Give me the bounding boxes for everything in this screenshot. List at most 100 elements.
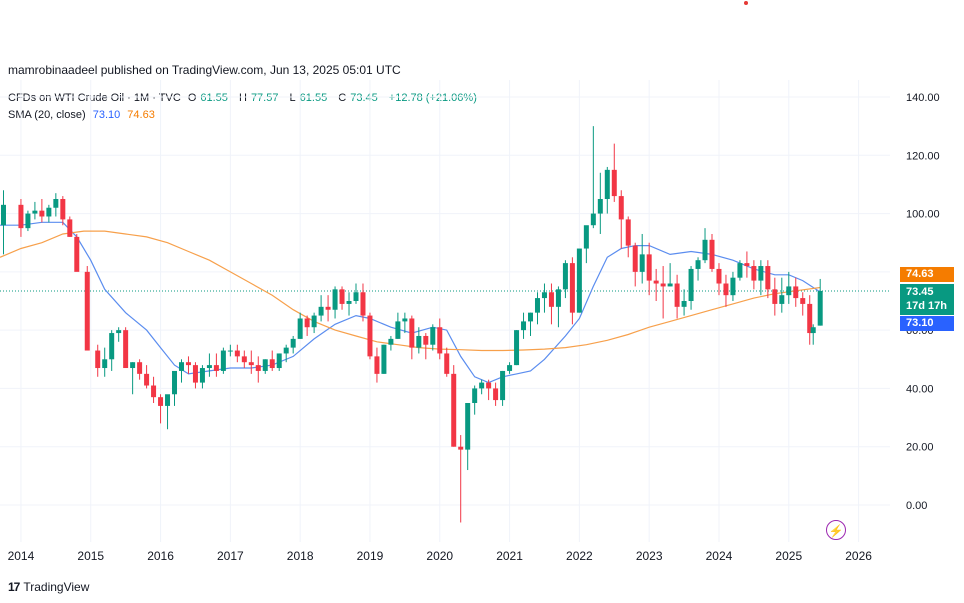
x-tick-label: 2024 [706, 549, 733, 563]
candle-body [402, 318, 408, 322]
candle-body [18, 204, 24, 229]
x-tick-label: 2016 [147, 549, 174, 563]
candle-body [562, 263, 568, 290]
candle-body [25, 213, 31, 229]
sma-fast-line [0, 221, 821, 384]
candle-body [53, 199, 59, 208]
candle-body [528, 312, 534, 322]
candle-body [451, 373, 457, 447]
candle-body [172, 370, 178, 395]
candle-body [339, 289, 345, 304]
candle-body [311, 315, 317, 328]
candle-body [486, 382, 492, 389]
candle-body [688, 268, 694, 301]
x-tick-label: 2014 [8, 549, 35, 563]
candle-body [786, 286, 792, 296]
chart-legend: CFDs on WTI Crude Oil · 1M · TVC O 61.55 … [8, 90, 481, 124]
x-tick-label: 2022 [566, 549, 593, 563]
candle-body [810, 327, 816, 334]
candle-body [241, 356, 247, 363]
candle-body [458, 446, 464, 450]
candle-body [521, 321, 527, 331]
candle-body [751, 266, 757, 281]
candle-body [653, 280, 659, 284]
x-tick-label: 2015 [77, 549, 104, 563]
candle-body [583, 225, 589, 249]
candle-body [772, 289, 778, 304]
candle-body [388, 338, 394, 345]
candle-body [479, 382, 485, 389]
sma-slow-line [0, 230, 821, 352]
candle-body [667, 283, 673, 287]
candle-body [116, 330, 122, 334]
candle-body [590, 213, 596, 226]
candle-body [716, 268, 722, 284]
candle-body [255, 365, 261, 371]
ohlc-low: L 61.55 [289, 92, 328, 104]
candle-body [318, 306, 324, 316]
candle-body [346, 301, 352, 304]
candle-body [130, 362, 136, 369]
candle-body [234, 350, 240, 357]
candle-body [137, 362, 143, 374]
candle-body [269, 359, 275, 369]
candle-body [744, 263, 750, 267]
candle-body [493, 388, 499, 401]
candle-body [151, 385, 157, 398]
candle-body [60, 199, 66, 220]
candle-body [465, 403, 471, 450]
y-tick-label: 100.00 [906, 209, 940, 221]
x-tick-label: 2023 [636, 549, 663, 563]
notification-dot [744, 1, 748, 5]
sma-label[interactable]: SMA (20, close) [8, 109, 86, 121]
candle-body [297, 318, 303, 339]
x-tick-label: 2018 [287, 549, 314, 563]
x-tick-label: 2021 [496, 549, 523, 563]
ohlc-close: C 73.45 [338, 92, 378, 104]
candle-body [192, 365, 198, 383]
candle-body [220, 350, 226, 371]
candle-body [534, 298, 540, 313]
candle-body [646, 254, 652, 281]
candle-body [807, 303, 813, 334]
candle-body [381, 344, 387, 374]
candle-body [437, 327, 443, 354]
footer-brand[interactable]: 17 TradingView [8, 580, 89, 594]
brand-name: TradingView [23, 580, 90, 594]
candle-body [360, 292, 366, 316]
x-tick-label: 2017 [217, 549, 244, 563]
candle-body [674, 283, 680, 307]
candle-body [681, 301, 687, 307]
candle-body [144, 373, 150, 386]
candle-body [569, 263, 575, 313]
x-tick-label: 2019 [357, 549, 384, 563]
candle-body [444, 353, 450, 374]
bar-countdown: 17d 17h [906, 300, 947, 312]
candle-body [290, 338, 296, 348]
candle-body [548, 292, 554, 307]
symbol-label[interactable]: CFDs on WTI Crude Oil · 1M · TVC [8, 92, 181, 104]
lightning-icon[interactable]: ⚡ [826, 520, 846, 540]
candle-body [472, 388, 478, 403]
candle-body [695, 260, 701, 269]
candle-body [325, 306, 331, 310]
candle-body [416, 335, 422, 348]
candle-body [625, 219, 631, 246]
candle-body [109, 333, 115, 360]
ohlc-high: H 77.57 [238, 92, 279, 104]
y-tick-label: 120.00 [906, 150, 940, 162]
sma-row: SMA (20, close) 73.10 74.63 [8, 107, 481, 124]
candle-body [206, 365, 212, 369]
x-tick-label: 2026 [845, 549, 872, 563]
candle-body [283, 347, 289, 354]
candle-body [39, 210, 45, 217]
last-price-value: 73.45 [906, 286, 934, 298]
candle-body [353, 292, 359, 301]
candle-body [395, 321, 401, 339]
publisher-line: mamrobinaadeel published on TradingView.… [8, 63, 401, 77]
candle-body [46, 207, 52, 217]
candle-body [213, 365, 219, 371]
candle-body [514, 330, 520, 366]
x-tick-label: 2025 [775, 549, 802, 563]
